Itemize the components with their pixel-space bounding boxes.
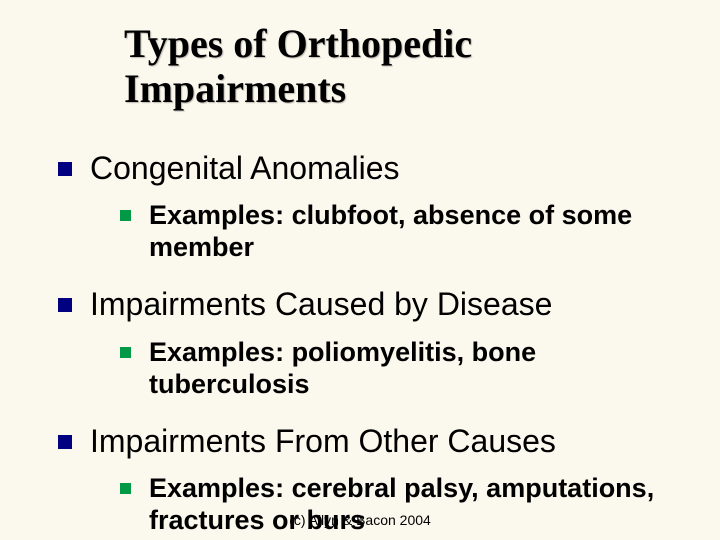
sublist-item-label: Examples: clubfoot, absence of some memb… [149, 200, 680, 264]
square-bullet-icon [58, 298, 72, 312]
list-item-label: Impairments Caused by Disease [90, 286, 552, 323]
slide-title: Types of Orthopedic Impairments [124, 22, 680, 112]
slide: Types of Orthopedic Impairments Congenit… [0, 0, 720, 540]
sublist-item-row: Examples: poliomyelitis, bone tuberculos… [120, 337, 680, 401]
square-bullet-icon [58, 162, 72, 176]
list-item-label: Congenital Anomalies [90, 150, 400, 187]
sublist-item-label: Examples: poliomyelitis, bone tuberculos… [149, 337, 680, 401]
square-bullet-icon [120, 483, 131, 494]
list-item-row: Congenital Anomalies [58, 150, 680, 187]
square-bullet-icon [120, 347, 131, 358]
list-item-row: Impairments Caused by Disease [58, 286, 680, 323]
list-item: Congenital Anomalies Examples: clubfoot,… [58, 150, 680, 265]
square-bullet-icon [58, 435, 72, 449]
list-item: Impairments Caused by Disease Examples: … [58, 286, 680, 401]
sublist-item: Examples: clubfoot, absence of some memb… [120, 200, 680, 264]
sublist-item: Examples: poliomyelitis, bone tuberculos… [120, 337, 680, 401]
square-bullet-icon [120, 210, 131, 221]
slide-footer: (c) Allyn & Bacon 2004 [0, 512, 720, 528]
sublist-item-row: Examples: clubfoot, absence of some memb… [120, 200, 680, 264]
list-item-label: Impairments From Other Causes [90, 423, 556, 460]
list-item-row: Impairments From Other Causes [58, 423, 680, 460]
